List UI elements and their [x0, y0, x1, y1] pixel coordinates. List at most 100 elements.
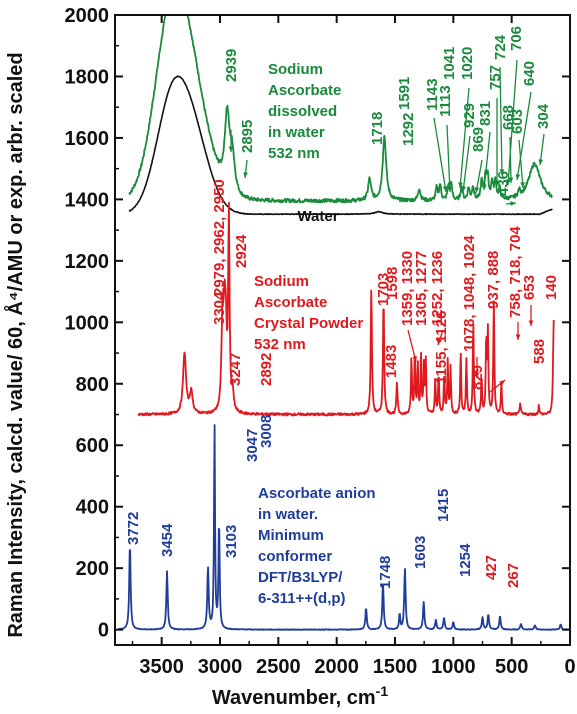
- annotation-arrowhead: [494, 180, 500, 186]
- annotation-arrowhead: [458, 182, 463, 188]
- annotation-arrowhead: [461, 186, 467, 192]
- annotation-red-2979, 2962, 2950: 2979, 2962, 2950: [211, 179, 228, 296]
- annotation-red-653: 653: [521, 275, 538, 300]
- legend-red-line-2: Crystal Powder: [254, 315, 363, 332]
- annotation-arrowhead: [437, 339, 442, 345]
- annotation-red-1598: 1598: [384, 267, 401, 300]
- annotation-arrowhead: [510, 201, 516, 206]
- x-tick-label: 1500: [373, 656, 418, 678]
- annotation-green-436: 436: [495, 171, 512, 196]
- annotation-green-1041: 1041: [441, 47, 458, 80]
- annotation-arrowhead: [447, 186, 453, 192]
- annotation-blue-1748: 1748: [377, 556, 394, 589]
- annotation-arrow: [483, 131, 491, 191]
- annotation-red-1305, 1277: 1305, 1277: [413, 251, 430, 326]
- annotation-green-2895: 2895: [239, 120, 256, 153]
- annotation-green-2939: 2939: [223, 49, 240, 82]
- annotation-red-1359, 1330: 1359, 1330: [399, 251, 416, 326]
- annotation-red-2892: 2892: [258, 353, 275, 386]
- series-line-water: [128, 75, 553, 216]
- x-tick-label: 1000: [431, 656, 476, 678]
- series-line-red: [137, 201, 555, 417]
- annotation-green-1113: 1113: [437, 85, 454, 117]
- annotation-arrowhead: [482, 184, 487, 190]
- annotation-green-668: 668: [500, 105, 517, 130]
- x-tick-label: 3500: [139, 656, 184, 678]
- y-tick-label: 1000: [65, 312, 110, 334]
- legend-red-line-1: Ascorbate: [254, 294, 327, 311]
- annotation-red-3304: 3304: [211, 291, 228, 325]
- annotation-arrowhead: [412, 356, 417, 362]
- annotation-red-1703: 1703: [375, 273, 392, 306]
- annotation-blue-3454: 3454: [159, 523, 176, 557]
- annotation-arrowhead: [442, 186, 448, 192]
- y-tick-label: 2000: [65, 5, 110, 27]
- annotation-green-304: 304: [535, 103, 552, 129]
- annotation-arrowhead: [228, 146, 234, 152]
- series-line-green: [128, 15, 553, 204]
- annotation-green-1591: 1591: [396, 77, 413, 110]
- annotation-arrowhead: [474, 187, 480, 193]
- annotation-arrow: [499, 66, 503, 176]
- annotation-arrowhead: [515, 174, 521, 180]
- annotation-arrow: [518, 139, 524, 189]
- y-tick-label: 400: [76, 497, 109, 519]
- legend-green-line-1: Ascorbate: [268, 82, 341, 99]
- axes-layer: 3500 3000 2500 2000 1500 1000 500 0 0 200 400 600 80…: [65, 5, 576, 678]
- legend-water: Water: [297, 208, 338, 225]
- annotation-red-1078, 1048, 1024: 1078, 1048, 1024: [461, 235, 478, 352]
- y-tick-label: 1200: [65, 251, 110, 273]
- annotation-red-140: 140: [543, 275, 560, 300]
- y-tick-label: 800: [76, 374, 109, 396]
- annotation-red-3247: 3247: [227, 353, 244, 386]
- annotation-blue-3103: 3103: [223, 525, 240, 558]
- annotation-arrowhead: [538, 159, 544, 165]
- annotation-red-588: 588: [531, 339, 548, 364]
- y-tick-label: 1800: [65, 66, 110, 88]
- legend-green-line-2: dissolved: [268, 103, 337, 120]
- annotation-arrow: [462, 135, 471, 193]
- annotation-arrowhead: [474, 372, 480, 378]
- annotation-arrow: [516, 91, 532, 181]
- legend-blue-line-5: 6-311++(d,p): [258, 590, 346, 607]
- plot-area: [118, 15, 570, 631]
- annotation-arrow: [475, 159, 483, 194]
- legend-green-line-3: in water: [268, 124, 325, 141]
- legend-blue-line-0: Ascorbate anion: [258, 485, 376, 502]
- annotation-green-869: 869: [470, 127, 487, 152]
- annotation-green-1143: 1143: [424, 78, 441, 111]
- annotation-arrow: [509, 136, 512, 184]
- annotation-arrowhead: [499, 380, 505, 386]
- annotation-green-831: 831: [477, 101, 494, 126]
- legend-blue-line-3: conformer: [258, 548, 332, 565]
- y-tick-label: 1600: [65, 128, 110, 150]
- legend-red-line-3: 532 nm: [254, 336, 306, 353]
- annotation-blue-3772: 3772: [125, 512, 142, 545]
- annotation-arrow: [507, 59, 518, 186]
- annotation-green-757: 757: [487, 65, 504, 90]
- y-tick-label: 1400: [65, 189, 110, 211]
- annotation-red-2924: 2924: [233, 234, 250, 268]
- annotation-green-929: 929: [461, 103, 478, 128]
- plot-frame: [114, 14, 571, 646]
- annotation-arrowhead: [528, 320, 534, 326]
- annotation-arrow: [446, 124, 451, 193]
- x-tick-label: 0: [564, 656, 575, 678]
- annotation-blue-1415: 1415: [435, 489, 452, 522]
- annotation-green-1292: 1292: [400, 113, 417, 146]
- y-tick-label: 0: [98, 620, 109, 642]
- annotation-blue-1254: 1254: [457, 543, 474, 577]
- annotation-red-427: 427: [483, 555, 500, 580]
- legend-green-line-0: Sodium: [268, 61, 323, 78]
- annotation-arrow: [459, 87, 470, 189]
- annotation-green-603: 603: [509, 109, 526, 134]
- x-axis-title-superscript: -1: [376, 683, 389, 699]
- annotation-green-1718: 1718: [369, 112, 386, 145]
- annotation-arrowhead: [520, 182, 525, 188]
- annotation-red-267: 267: [505, 563, 522, 588]
- x-tick-label: 3000: [198, 656, 243, 678]
- x-tick-label: 500: [495, 656, 528, 678]
- y-axis-title: Raman Intensity, calcd. value/ 60, Å⁴/AM…: [3, 52, 27, 637]
